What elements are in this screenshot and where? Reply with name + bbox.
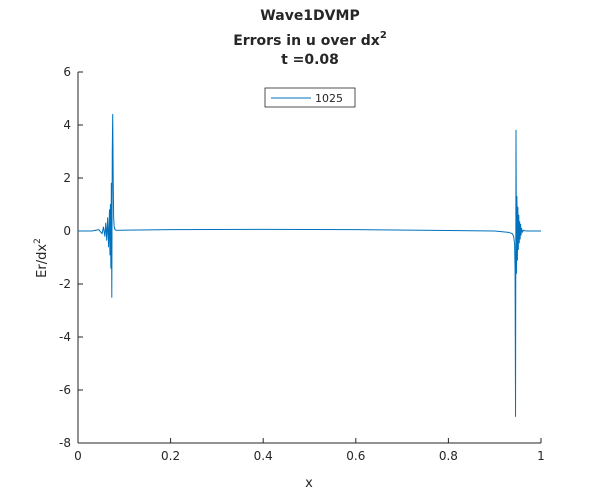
legend: 1025 [264,87,356,108]
y-tick-label: 4 [63,118,71,132]
x-axis-label: x [305,476,313,491]
y-tick-label: 6 [63,65,71,79]
y-tick-label: -6 [59,383,71,397]
y-tick-label: -4 [59,330,71,344]
x-tick-label: 0.2 [161,449,180,463]
chart-title-line-3: t =0.08 [281,52,339,68]
y-tick-label: 2 [63,171,71,185]
x-tick-label: 0.6 [346,449,365,463]
x-ticks: 0 0.2 0.4 0.6 0.8 1 [74,438,545,463]
y-ticks: 6 4 2 0 -2 -4 -6 -8 [59,65,83,450]
chart-title-line-1: Wave1DVMP [260,8,359,24]
y-tick-label: -8 [59,436,71,450]
y-tick-label: 0 [63,224,71,238]
y-tick-label: -2 [59,277,71,291]
series-layer [78,113,541,417]
legend-entry-label: 1025 [315,92,343,105]
x-tick-label: 0.8 [439,449,458,463]
x-tick-label: 0.4 [254,449,273,463]
plot-axes [77,72,541,444]
series-line-0 [78,113,541,417]
chart-title-line-2: Errors in u over dx2 [233,30,387,49]
x-tick-label: 0 [74,449,82,463]
y-axis-label: Er/dx2 [33,238,50,278]
x-tick-label: 1 [537,449,545,463]
